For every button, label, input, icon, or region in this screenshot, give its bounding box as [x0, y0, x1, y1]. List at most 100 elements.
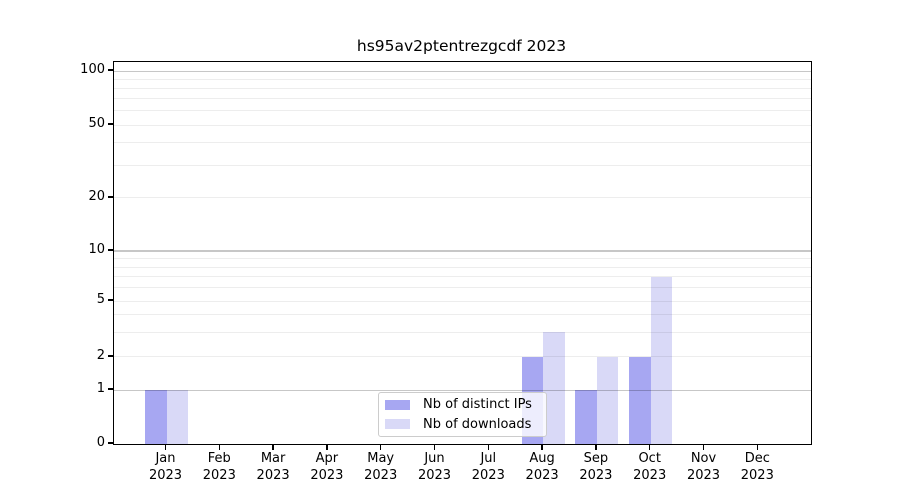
y-tick-label: 0: [96, 435, 105, 450]
gridline-minor: [114, 142, 811, 144]
x-tick-label-mar: Mar 2023: [233, 450, 313, 484]
x-tick-month: Aug: [529, 451, 555, 466]
x-tick-mark: [702, 444, 705, 450]
y-tick-label: 50: [88, 116, 105, 132]
gridline-minor: [114, 266, 811, 268]
x-tick-label-apr: Apr 2023: [287, 450, 367, 484]
gridline-minor: [114, 287, 811, 289]
x-tick-year: 2023: [256, 468, 290, 483]
x-tick-label-jan: Jan 2023: [126, 450, 206, 484]
x-tick-label-aug: Aug 2023: [502, 450, 582, 484]
gridline-minor: [114, 165, 811, 167]
legend-label-downloads: Nb of downloads: [423, 416, 532, 432]
gridline-minor: [114, 356, 811, 358]
x-tick-year: 2023: [310, 468, 344, 483]
gridline-minor: [114, 276, 811, 278]
x-tick-year: 2023: [633, 468, 667, 483]
x-tick-month: Jan: [155, 451, 176, 466]
legend-item-distinct-ips: Nb of distinct IPs: [385, 397, 540, 413]
x-tick-month: Dec: [744, 451, 770, 466]
x-tick-label-may: May 2023: [341, 450, 421, 484]
x-tick-mark: [595, 444, 597, 450]
x-tick-year: 2023: [148, 468, 183, 483]
x-tick-mark: [541, 444, 543, 450]
gridline-minor: [114, 110, 811, 112]
x-tick-mark: [648, 444, 651, 450]
y-tick-label: 1: [96, 381, 105, 397]
gridline-minor: [114, 88, 811, 89]
x-tick-label-sep: Sep 2023: [556, 450, 636, 484]
y-tick-mark: [108, 388, 113, 390]
gridline-minor: [114, 331, 811, 333]
x-tick-month: Apr: [315, 451, 339, 466]
x-tick-month: Jul: [480, 451, 497, 466]
x-tick-label-jul: Jul 2023: [448, 450, 528, 484]
x-tick-mark: [326, 444, 328, 450]
bar-nb-of-downloads-oct: [650, 276, 673, 444]
gridline-minor: [114, 98, 811, 100]
gridline-minor: [114, 314, 811, 316]
gridline-major: [114, 250, 811, 252]
x-tick-mark: [433, 444, 436, 450]
x-tick-label-nov: Nov 2023: [664, 450, 744, 484]
y-tick-label: 2: [96, 347, 105, 363]
gridline-minor: [114, 197, 811, 199]
x-tick-label-dec: Dec 2023: [717, 450, 797, 484]
y-tick-mark: [108, 299, 113, 301]
bar-nb-of-distinct-ips-sep: [575, 390, 597, 444]
x-tick-mark: [379, 444, 382, 450]
x-tick-year: 2023: [471, 468, 505, 483]
y-tick-label: 5: [96, 292, 105, 308]
x-tick-year: 2023: [417, 468, 452, 483]
y-tick-mark: [108, 123, 113, 125]
gridline-minor: [114, 124, 811, 126]
y-tick-label: 100: [80, 62, 105, 78]
x-tick-year: 2023: [579, 468, 613, 483]
x-tick-month: Sep: [583, 451, 609, 466]
bar-nb-of-distinct-ips-oct: [629, 356, 651, 444]
x-tick-mark: [756, 444, 759, 450]
x-tick-month: Oct: [638, 451, 661, 466]
legend-swatch-distinct-ips: [385, 399, 410, 410]
y-tick-label: 20: [88, 188, 105, 204]
x-tick-month: Jun: [424, 451, 445, 466]
x-tick-month: Feb: [207, 451, 231, 466]
x-tick-year: 2023: [686, 468, 721, 483]
x-tick-mark: [218, 444, 221, 450]
x-tick-year: 2023: [202, 468, 236, 483]
legend-swatch-downloads: [385, 419, 410, 430]
legend-item-downloads: Nb of downloads: [385, 417, 540, 433]
x-tick-month: May: [367, 451, 395, 466]
y-tick-mark: [108, 442, 113, 444]
legend-label-distinct-ips: Nb of distinct IPs: [423, 397, 532, 413]
y-tick-mark: [108, 355, 113, 357]
bar-nb-of-downloads-aug: [543, 332, 565, 444]
x-tick-label-feb: Feb 2023: [179, 450, 259, 484]
gridline-major: [114, 389, 811, 391]
y-tick-label: 10: [88, 242, 105, 258]
bar-nb-of-distinct-ips-jan: [145, 390, 167, 444]
bar-nb-of-downloads-jan: [166, 390, 188, 444]
x-tick-mark: [487, 444, 490, 450]
gridline-minor: [114, 300, 811, 302]
gridline-major: [114, 70, 811, 72]
legend: Nb of distinct IPs Nb of downloads: [378, 392, 547, 437]
y-tick-mark: [108, 69, 113, 71]
y-tick-mark: [108, 249, 113, 251]
x-tick-month: Mar: [260, 451, 286, 466]
bar-nb-of-downloads-sep: [596, 356, 619, 444]
y-tick-mark: [108, 196, 113, 198]
plot-area: [113, 61, 812, 445]
gridline-minor: [114, 258, 811, 260]
x-tick-year: 2023: [740, 468, 774, 483]
x-tick-label-oct: Oct 2023: [610, 450, 690, 484]
x-tick-mark: [164, 444, 167, 450]
x-tick-mark: [272, 444, 274, 450]
x-tick-label-jun: Jun 2023: [395, 450, 475, 484]
chart-title: hs95av2ptentrezgcdf 2023: [356, 37, 567, 55]
x-tick-year: 2023: [525, 468, 559, 483]
x-tick-month: Nov: [690, 451, 717, 466]
gridline-minor: [114, 78, 811, 80]
x-tick-year: 2023: [364, 468, 398, 483]
